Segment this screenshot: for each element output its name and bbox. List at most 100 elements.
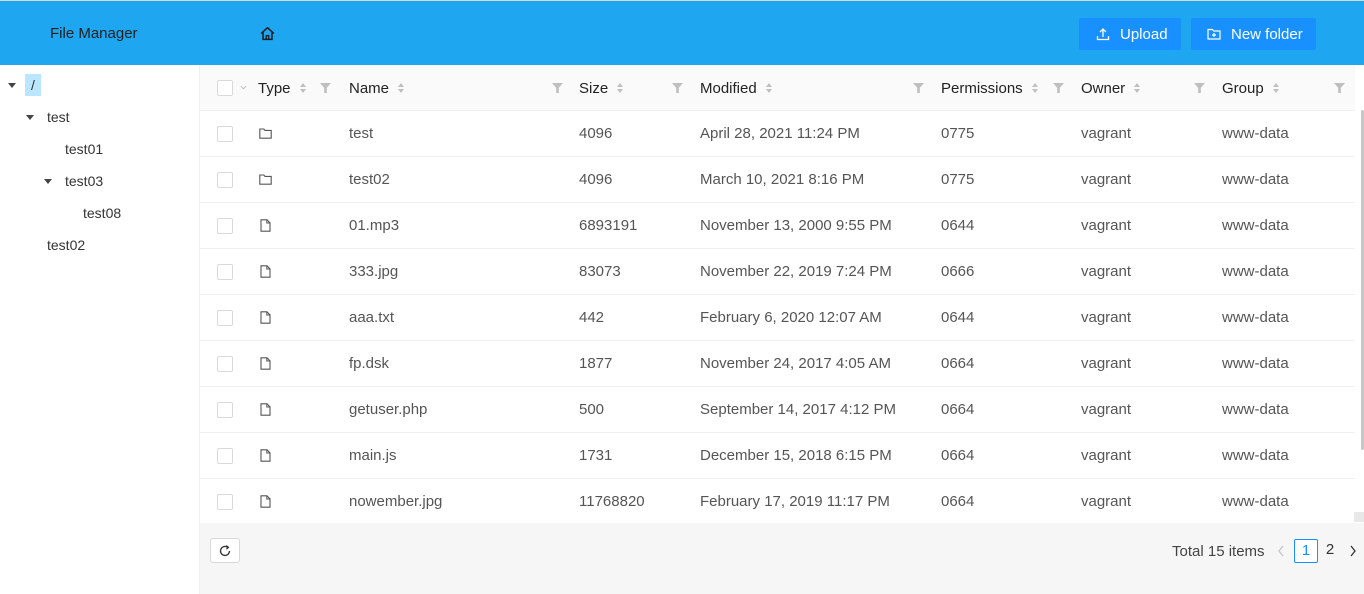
table-row[interactable]: 01.mp3 6893191 November 13, 2000 9:55 PM 06… <box>200 203 1355 249</box>
tree-node-test03[interactable]: test03 <box>65 169 103 193</box>
row-checkbox[interactable] <box>217 126 233 142</box>
table-row[interactable]: 333.jpg 83073 November 22, 2019 7:24 PM 066… <box>200 249 1355 295</box>
column-header-permissions[interactable]: Permissions <box>941 65 1038 111</box>
column-header-owner[interactable]: Owner <box>1081 65 1141 111</box>
cell-modified: November 13, 2000 9:55 PM <box>700 217 892 234</box>
cell-name[interactable]: fp.dsk <box>349 355 390 372</box>
column-label: Type <box>258 79 291 97</box>
page-1[interactable]: 1 <box>1294 539 1318 563</box>
filter-icon[interactable] <box>913 83 924 93</box>
cell-name[interactable]: test02 <box>349 171 390 188</box>
column-header-modified[interactable]: Modified <box>700 65 772 111</box>
tree-node-label: test01 <box>65 141 104 157</box>
header-bar: File Manager Upload New folder <box>0 0 1364 65</box>
sort-icon[interactable] <box>1272 83 1279 93</box>
filter-icon[interactable] <box>1053 83 1064 93</box>
cell-name[interactable]: getuser.php <box>349 401 428 418</box>
row-checkbox[interactable] <box>217 494 233 510</box>
row-checkbox[interactable] <box>217 402 233 418</box>
cell-size: 11768820 <box>579 493 645 510</box>
upload-button[interactable]: Upload <box>1079 18 1181 50</box>
chevron-left-icon[interactable] <box>1276 544 1286 558</box>
cell-name[interactable]: 01.mp3 <box>349 217 400 234</box>
column-header-group[interactable]: Group <box>1222 65 1279 111</box>
tree-node-test08[interactable]: test08 <box>83 201 121 225</box>
vertical-scrollbar[interactable] <box>1361 110 1364 450</box>
sort-icon[interactable] <box>299 83 306 93</box>
column-header-type[interactable]: Type <box>258 65 306 111</box>
cell-group: www-data <box>1222 309 1289 326</box>
tree-node-test01[interactable]: test01 <box>65 137 103 161</box>
cell-name[interactable]: nowember.jpg <box>349 493 443 510</box>
row-checkbox[interactable] <box>217 310 233 326</box>
filter-icon[interactable] <box>320 83 331 93</box>
cell-modified: December 15, 2018 6:15 PM <box>700 447 892 464</box>
table-row[interactable]: test02 4096 March 10, 2021 8:16 PM 0775 vagr… <box>200 157 1355 203</box>
chevron-down-icon[interactable] <box>8 83 16 88</box>
table-row[interactable]: nowember.jpg 11768820 February 17, 2019 11… <box>200 479 1355 523</box>
cell-permissions: 0775 <box>941 125 975 142</box>
column-label: Size <box>579 79 609 97</box>
cell-group: www-data <box>1222 355 1289 372</box>
row-checkbox[interactable] <box>217 172 233 188</box>
filter-icon[interactable] <box>1194 83 1205 93</box>
sort-icon[interactable] <box>398 83 405 93</box>
cell-name[interactable]: aaa.txt <box>349 309 395 326</box>
sort-icon[interactable] <box>617 83 624 93</box>
app-title: File Manager <box>50 25 138 42</box>
sort-icon[interactable] <box>1031 83 1038 93</box>
cell-permissions: 0644 <box>941 309 975 326</box>
refresh-icon <box>219 544 231 556</box>
row-checkbox[interactable] <box>217 264 233 280</box>
table-row[interactable]: aaa.txt 442 February 6, 2020 12:07 AM 0644 v… <box>200 295 1355 341</box>
cell-name[interactable]: main.js <box>349 447 397 464</box>
row-checkbox[interactable] <box>217 448 233 464</box>
total-items: Total 15 items <box>1172 543 1265 560</box>
column-header-name[interactable]: Name <box>349 65 405 111</box>
refresh-button[interactable] <box>210 538 240 563</box>
folder-icon <box>259 128 272 139</box>
cell-size: 500 <box>579 401 605 418</box>
cell-permissions: 0664 <box>941 401 975 418</box>
tree-node-root[interactable]: / <box>25 73 41 97</box>
chevron-down-icon[interactable] <box>26 115 34 120</box>
filter-icon[interactable] <box>1334 83 1345 93</box>
column-header-size[interactable]: Size <box>579 65 624 111</box>
file-icon <box>260 403 271 416</box>
tree-node-label: test <box>47 109 70 125</box>
new-folder-button[interactable]: New folder <box>1191 18 1316 50</box>
table-row[interactable]: main.js 1731 December 15, 2018 6:15 PM 0664… <box>200 433 1355 479</box>
select-all-checkbox[interactable] <box>217 80 233 96</box>
file-table: Type Name Size Modified Permissions Owne… <box>200 65 1364 523</box>
cell-size: 4096 <box>579 171 613 188</box>
column-label: Group <box>1222 79 1264 97</box>
cell-group: www-data <box>1222 263 1289 280</box>
tree-node-test[interactable]: test <box>47 105 70 129</box>
cell-size: 442 <box>579 309 605 326</box>
table-row[interactable]: fp.dsk 1877 November 24, 2017 4:05 AM 0664 v… <box>200 341 1355 387</box>
cell-modified: November 22, 2019 7:24 PM <box>700 263 892 280</box>
sort-icon[interactable] <box>1134 83 1141 93</box>
sort-icon[interactable] <box>765 83 772 93</box>
cell-name[interactable]: test <box>349 125 374 142</box>
folder-icon <box>259 174 272 185</box>
filter-icon[interactable] <box>552 83 563 93</box>
chevron-down-icon[interactable] <box>44 179 52 184</box>
folder-add-icon <box>1207 28 1221 40</box>
home-icon[interactable] <box>259 25 276 42</box>
table-row[interactable]: test 4096 April 28, 2021 11:24 PM 0775 vagra… <box>200 111 1355 157</box>
row-checkbox[interactable] <box>217 356 233 372</box>
cell-name[interactable]: 333.jpg <box>349 263 399 280</box>
chevron-right-icon[interactable] <box>1348 544 1358 558</box>
page-2[interactable]: 2 <box>1325 541 1335 558</box>
table-header: Type Name Size Modified Permissions Owne… <box>200 65 1355 111</box>
chevron-down-icon[interactable] <box>240 84 247 91</box>
filter-icon[interactable] <box>672 83 683 93</box>
cell-owner: vagrant <box>1081 217 1132 234</box>
tree-node-test02[interactable]: test02 <box>47 233 85 257</box>
cell-size: 83073 <box>579 263 621 280</box>
cell-group: www-data <box>1222 125 1289 142</box>
cell-group: www-data <box>1222 217 1289 234</box>
table-row[interactable]: getuser.php 500 September 14, 2017 4:12 PM… <box>200 387 1355 433</box>
row-checkbox[interactable] <box>217 218 233 234</box>
